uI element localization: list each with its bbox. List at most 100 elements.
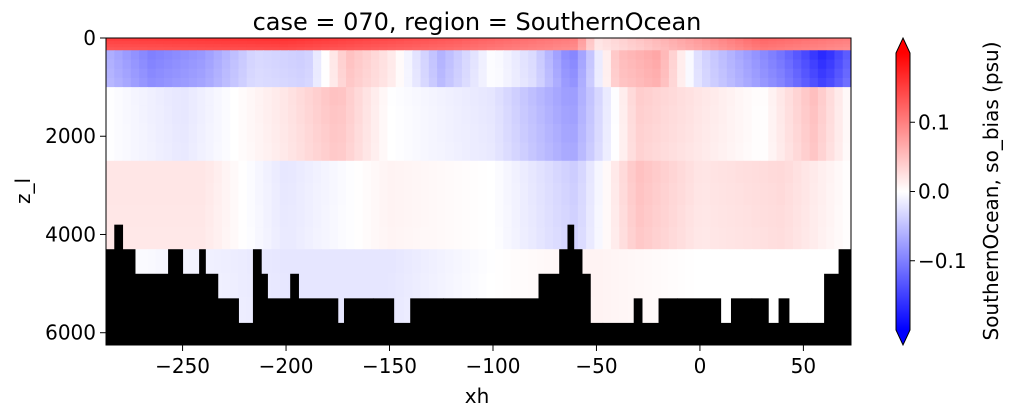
heatmap-cell — [379, 50, 389, 61]
heatmap-cell — [437, 38, 446, 42]
heatmap-cell — [776, 160, 786, 184]
heatmap-cell — [337, 38, 347, 42]
heatmap-cell — [743, 182, 753, 206]
heatmap-cell — [577, 44, 587, 48]
heatmap-cell — [569, 47, 579, 51]
heatmap-cell — [768, 297, 778, 322]
heatmap-cell — [677, 182, 687, 206]
heatmap-cell — [834, 59, 844, 70]
heatmap-cell — [437, 47, 446, 51]
heatmap-cell — [354, 87, 364, 107]
heatmap-cell — [660, 44, 670, 48]
heatmap-cell — [453, 41, 463, 45]
heatmap-cell — [478, 227, 488, 250]
heatmap-cell — [776, 59, 786, 70]
heatmap-cell — [304, 50, 314, 61]
heatmap-cell — [561, 105, 571, 125]
heatmap-cell — [718, 249, 728, 274]
heatmap-cell — [610, 105, 620, 125]
heatmap-cell — [784, 205, 794, 228]
heatmap-cell — [337, 142, 347, 162]
heatmap-cell — [122, 44, 132, 48]
heatmap-cell — [263, 68, 273, 79]
heatmap-cell — [354, 77, 364, 88]
heatmap-cell — [255, 142, 264, 162]
heatmap-cell — [337, 41, 347, 45]
heatmap-cell — [619, 105, 629, 125]
heatmap-cell — [677, 160, 687, 184]
heatmap-cell — [106, 105, 115, 125]
heatmap-cell — [246, 44, 256, 48]
heatmap-cell — [817, 227, 827, 250]
heatmap-cell — [610, 227, 620, 250]
x-tick-label: −100 — [466, 354, 521, 378]
heatmap-cell — [395, 59, 405, 70]
heatmap-cell — [677, 249, 687, 274]
land-mask-column — [730, 298, 753, 345]
heatmap-cell — [759, 123, 769, 143]
heatmap-cell — [238, 105, 248, 125]
heatmap-cell — [660, 160, 670, 184]
heatmap-cell — [519, 41, 529, 45]
heatmap-cell — [528, 105, 538, 125]
heatmap-cell — [644, 59, 653, 70]
heatmap-cell — [817, 68, 827, 79]
heatmap-cell — [718, 205, 728, 228]
heatmap-cell — [337, 249, 347, 274]
heatmap-cell — [470, 47, 480, 51]
heatmap-cell — [519, 68, 529, 79]
heatmap-cell — [486, 205, 496, 228]
heatmap-cell — [205, 249, 215, 274]
heatmap-cell — [114, 68, 124, 79]
heatmap-cell — [139, 38, 148, 42]
heatmap-cell — [470, 44, 480, 48]
heatmap-cell — [577, 105, 587, 125]
heatmap-cell — [180, 249, 190, 274]
heatmap-cell — [180, 47, 190, 51]
heatmap-cell — [594, 123, 604, 143]
heatmap-cell — [387, 47, 397, 51]
heatmap-cell — [321, 68, 331, 79]
heatmap-cell — [370, 182, 380, 206]
heatmap-cell — [801, 44, 811, 48]
heatmap-cell — [163, 38, 173, 42]
heatmap-cell — [826, 77, 836, 88]
heatmap-cell — [279, 44, 289, 48]
heatmap-cell — [321, 44, 331, 48]
heatmap-cell — [561, 205, 571, 228]
heatmap-cell — [279, 50, 289, 61]
heatmap-cell — [147, 87, 157, 107]
heatmap-cell — [279, 59, 289, 70]
heatmap-cell — [503, 50, 513, 61]
heatmap-cell — [445, 77, 455, 88]
heatmap-cell — [735, 273, 744, 298]
heatmap-cell — [503, 41, 513, 45]
heatmap-cell — [710, 41, 720, 45]
heatmap-cell — [610, 59, 620, 70]
heatmap-cell — [362, 44, 372, 48]
heatmap-cell — [817, 38, 827, 42]
heatmap-cell — [205, 77, 215, 88]
heatmap-cell — [660, 142, 670, 162]
heatmap-cell — [759, 87, 769, 107]
heatmap-cell — [726, 59, 736, 70]
heatmap-cell — [246, 297, 256, 322]
heatmap-cell — [461, 41, 471, 45]
heatmap-cell — [817, 105, 827, 125]
heatmap-cell — [644, 68, 653, 79]
heatmap-cell — [726, 160, 736, 184]
heatmap-cell — [528, 227, 538, 250]
heatmap-cell — [577, 41, 587, 45]
heatmap-cell — [768, 77, 778, 88]
heatmap-cell — [453, 38, 463, 42]
heatmap-cell — [495, 87, 504, 107]
heatmap-cell — [420, 77, 430, 88]
heatmap-cell — [735, 249, 744, 274]
heatmap-cell — [718, 273, 728, 298]
heatmap-cell — [834, 142, 844, 162]
heatmap-cell — [412, 87, 422, 107]
heatmap-cell — [809, 182, 819, 206]
heatmap-cell — [354, 59, 364, 70]
heatmap-cell — [784, 87, 794, 107]
land-mask-column — [751, 298, 769, 345]
